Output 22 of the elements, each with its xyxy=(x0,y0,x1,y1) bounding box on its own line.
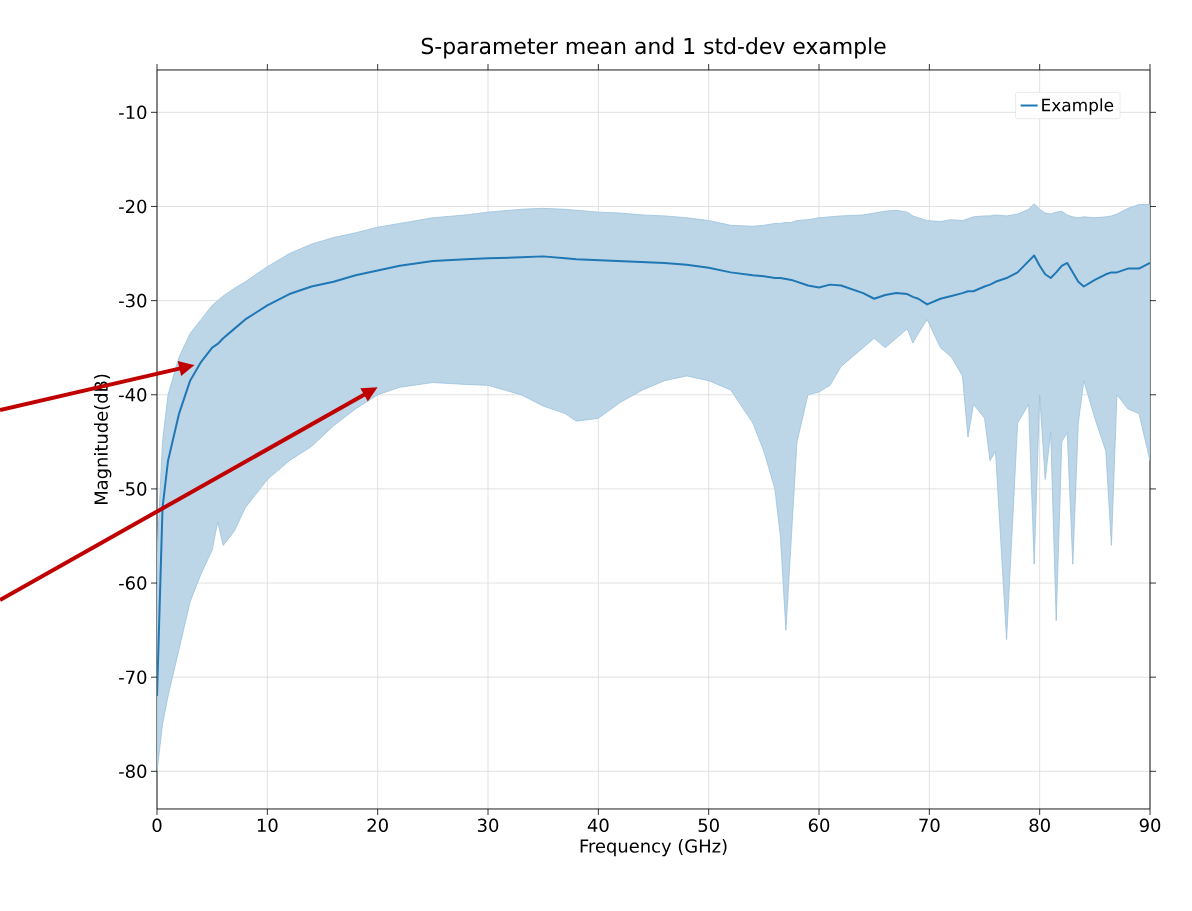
y-tick-label: -50 xyxy=(119,482,147,496)
x-tick-label: 20 xyxy=(367,818,388,833)
x-tick-label: 10 xyxy=(257,818,278,833)
y-tick-label: -60 xyxy=(119,576,147,590)
x-tick-label: 90 xyxy=(1139,818,1161,833)
y-tick-label: -40 xyxy=(119,387,147,402)
x-axis-title: Frequency (GHz) xyxy=(580,838,727,857)
x-tick-label: 50 xyxy=(698,818,719,833)
y-axis-title: Magnitude(dB) xyxy=(94,374,112,505)
y-tick-label: -10 xyxy=(119,105,147,120)
y-tick-label: -20 xyxy=(119,199,147,214)
chart-title: S-parameter mean and 1 std-dev example xyxy=(421,37,886,59)
legend-label: Example xyxy=(1042,98,1114,115)
x-tick-label: 80 xyxy=(1029,818,1050,833)
y-tick-label: -30 xyxy=(119,293,147,308)
x-tick-label: 40 xyxy=(587,818,609,833)
x-tick-label: 0 xyxy=(152,818,162,833)
x-tick-label: 70 xyxy=(919,818,940,833)
y-tick-label: -80 xyxy=(119,764,147,779)
y-tick-label: -70 xyxy=(119,670,147,684)
x-tick-label: 60 xyxy=(808,818,830,833)
x-tick-label: 30 xyxy=(477,818,499,833)
